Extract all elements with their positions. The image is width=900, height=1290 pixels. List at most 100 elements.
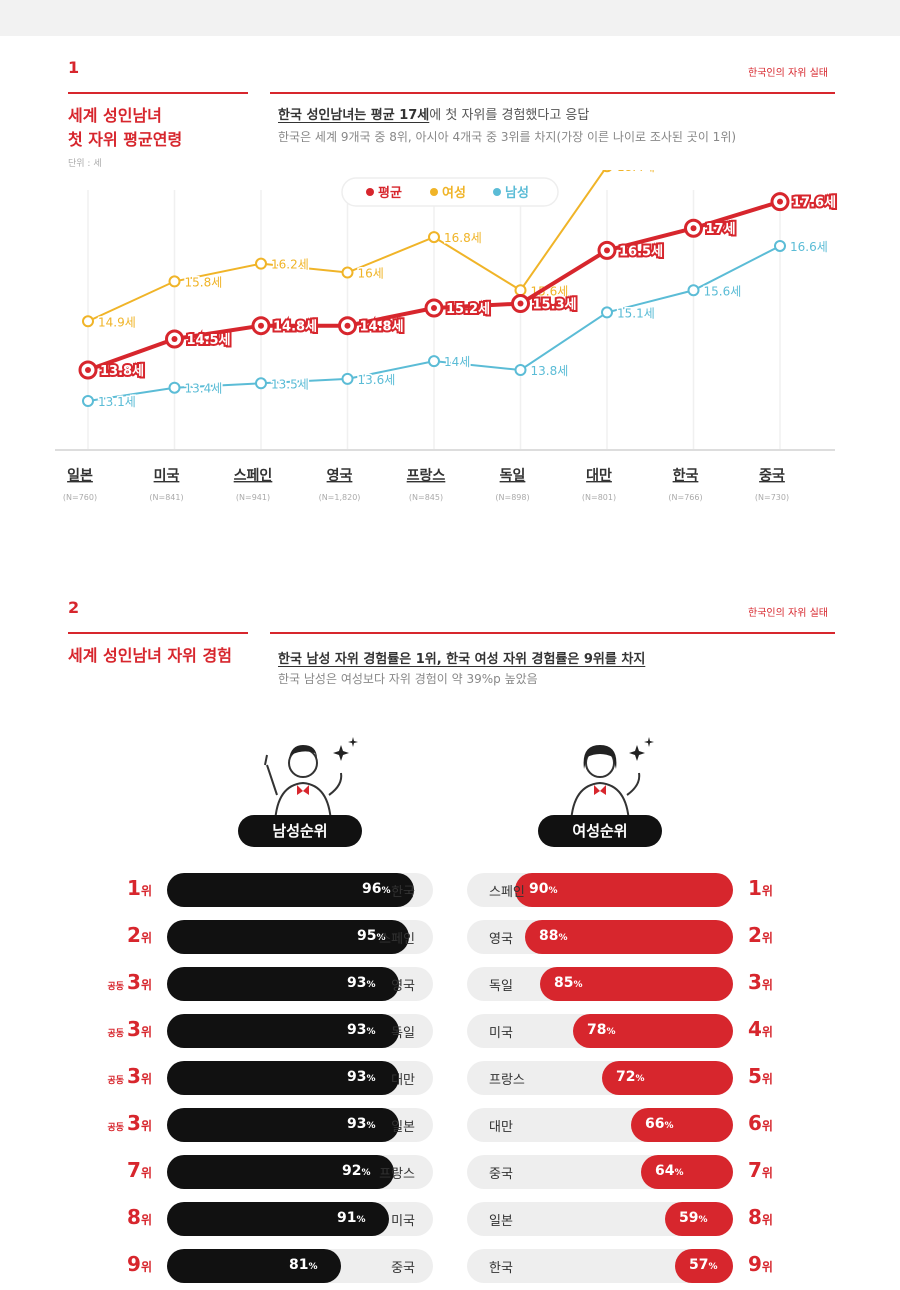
point-1-5 xyxy=(514,284,527,297)
female-rank-suffix-0: 위 xyxy=(761,884,773,898)
female-bar-fill-1 xyxy=(525,920,733,954)
label-1-2: 16.2세 xyxy=(271,258,309,272)
male-rank-number-1: 2 xyxy=(127,923,141,947)
male-bar-unit-1: % xyxy=(376,933,386,943)
female-rank-1: 2위 xyxy=(748,923,788,947)
male-bar-value-8: 81% xyxy=(289,1257,318,1273)
male-bar-country-7: 미국 xyxy=(391,1214,415,1229)
section2-headline: 한국 남성 자위 경험률은 1위, 한국 여성 자위 경험률은 9위를 차지 xyxy=(278,648,645,667)
section2-title: 세계 성인남녀 자위 경험 xyxy=(68,646,232,665)
sample-size-0: (N=760) xyxy=(63,493,97,502)
female-rank-4: 5위 xyxy=(748,1064,788,1088)
point-avg-core-1 xyxy=(171,335,178,342)
female-rank-suffix-8: 위 xyxy=(761,1260,773,1274)
female-bar-fill-8 xyxy=(675,1249,733,1283)
female-rank-number-4: 5 xyxy=(748,1064,762,1088)
x-tick-label-5: 독일 xyxy=(500,468,526,484)
female-rank-5: 6위 xyxy=(748,1111,788,1135)
male-bar-fill-6 xyxy=(167,1155,394,1189)
male-rank-number-7: 8 xyxy=(127,1205,141,1229)
male-bar-unit-0: % xyxy=(381,886,391,896)
male-bar-country-4: 대만 xyxy=(391,1073,415,1088)
male-rank-2: 공동 3위 xyxy=(60,970,152,994)
female-rank-2: 3위 xyxy=(748,970,788,994)
male-bar-country-3: 독일 xyxy=(391,1026,415,1041)
legend-box xyxy=(341,177,559,207)
section1-headline-rest: 에 첫 자위를 경험했다고 응답 xyxy=(429,108,590,123)
label-avg-2: 14.8세 xyxy=(273,320,317,335)
female-rank-suffix-1: 위 xyxy=(761,931,773,945)
female-bar-track-0: 90% 스페인 xyxy=(467,873,733,907)
point-2-6 xyxy=(601,306,613,319)
female-bar-fill-2 xyxy=(540,967,733,1001)
male-bar-value-1: 95% xyxy=(357,928,386,944)
male-bar-country-2: 영국 xyxy=(391,979,415,994)
male-rank-suffix-4: 위 xyxy=(140,1072,152,1086)
female-rank-number-7: 8 xyxy=(748,1205,762,1229)
female-ranking-pill: 여성순위 xyxy=(538,815,662,847)
female-rank-number-8: 9 xyxy=(748,1252,762,1276)
point-2-2 xyxy=(255,377,267,390)
male-bar-unit-3: % xyxy=(366,1027,376,1037)
male-rank-8: 9위 xyxy=(60,1252,152,1276)
female-bar-country-2: 독일 xyxy=(489,979,513,994)
section1-rule-right xyxy=(270,92,835,94)
sample-size-7: (N=766) xyxy=(668,493,702,502)
legend-marker-1 xyxy=(430,188,438,196)
female-bar-unit-5: % xyxy=(664,1121,674,1131)
legend-marker-0 xyxy=(366,188,374,196)
female-bar-value-4: 72% xyxy=(616,1069,645,1085)
sample-size-2: (N=941) xyxy=(236,493,270,502)
section2-rule-left xyxy=(68,632,248,634)
male-bar-track-5: 93% 일본 xyxy=(167,1108,433,1142)
male-rank-tie-2: 공동 xyxy=(107,982,125,992)
male-bar-fill-0 xyxy=(167,873,414,907)
section1-headline: 한국 성인남녀는 평균 17세에 첫 자위를 경험했다고 응답 xyxy=(278,104,589,123)
female-bar-country-0: 스페인 xyxy=(489,885,525,900)
label-2-8: 16.6세 xyxy=(790,240,828,254)
section1-title-line1: 세계 성인남녀 xyxy=(68,106,162,125)
female-rank-6: 7위 xyxy=(748,1158,788,1182)
x-tick-label-1: 미국 xyxy=(154,468,180,484)
female-rank-number-5: 6 xyxy=(748,1111,762,1135)
female-bar-fill-6 xyxy=(641,1155,733,1189)
male-bar-value-5: 93% xyxy=(347,1116,376,1132)
section1-headline-bold: 한국 성인남녀는 평균 17세 xyxy=(278,108,430,123)
female-rank-8: 9위 xyxy=(748,1252,788,1276)
female-bar-value-0: 90% xyxy=(529,881,558,897)
female-rank-suffix-7: 위 xyxy=(761,1213,773,1227)
female-bar-unit-8: % xyxy=(708,1262,718,1272)
point-avg-core-7 xyxy=(690,225,697,232)
male-rank-suffix-1: 위 xyxy=(140,931,152,945)
male-bar-country-6: 프랑스 xyxy=(379,1167,415,1182)
label-1-0: 14.9세 xyxy=(98,315,136,329)
male-bar-unit-6: % xyxy=(361,1168,371,1178)
female-bar-unit-4: % xyxy=(635,1074,645,1084)
sample-size-5: (N=898) xyxy=(495,493,529,502)
label-avg-1: 14.5세 xyxy=(187,333,231,348)
male-bar-track-6: 92% 프랑스 xyxy=(167,1155,433,1189)
female-bar-fill-7 xyxy=(665,1202,733,1236)
male-ranking-pill: 남성순위 xyxy=(238,815,362,847)
section1-rule-left xyxy=(68,92,248,94)
label-2-3: 13.6세 xyxy=(358,373,396,387)
male-rank-number-6: 7 xyxy=(127,1158,141,1182)
female-bar-track-4: 72% 프랑스 xyxy=(467,1061,733,1095)
male-bar-country-8: 중국 xyxy=(391,1261,415,1276)
legend-marker-2 xyxy=(493,188,501,196)
male-rank-number-5: 3 xyxy=(127,1111,141,1135)
female-bar-unit-3: % xyxy=(606,1027,616,1037)
female-bar-value-1: 88% xyxy=(539,928,568,944)
male-bar-unit-8: % xyxy=(308,1262,318,1272)
male-rank-suffix-6: 위 xyxy=(140,1166,152,1180)
male-bar-track-2: 93% 영국 xyxy=(167,967,433,1001)
female-rank-0: 1위 xyxy=(748,876,788,900)
male-rank-suffix-3: 위 xyxy=(140,1025,152,1039)
female-bar-country-4: 프랑스 xyxy=(489,1073,525,1088)
point-2-7 xyxy=(687,284,700,297)
female-rank-number-1: 2 xyxy=(748,923,762,947)
female-bar-country-7: 일본 xyxy=(489,1214,513,1229)
male-bar-fill-4 xyxy=(167,1061,399,1095)
female-bar-country-8: 한국 xyxy=(489,1261,513,1276)
female-bar-country-5: 대만 xyxy=(489,1120,513,1135)
